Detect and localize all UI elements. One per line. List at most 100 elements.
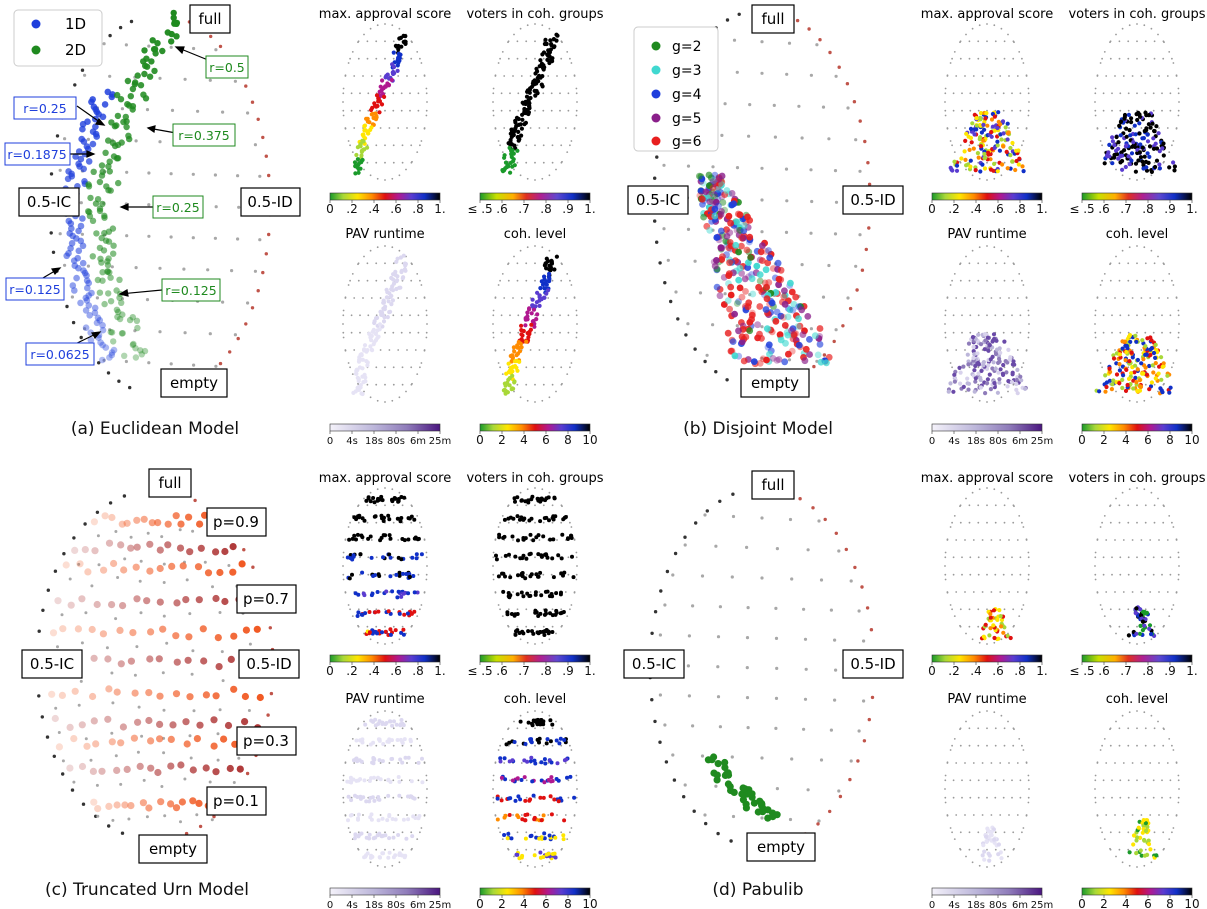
- grid-point: [140, 734, 144, 738]
- colorbar-tick-label: 80s: [387, 436, 405, 447]
- mini-grid-point: [1127, 92, 1130, 95]
- mini-grid-point: [500, 92, 503, 95]
- ic-edge-point: [106, 371, 111, 375]
- mini-data-point: [1141, 136, 1146, 141]
- urn-point: [202, 764, 210, 772]
- mini-data-point: [503, 553, 508, 558]
- 2d-point: [141, 47, 148, 54]
- mini-grid-point: [367, 573, 370, 576]
- mini-data-point: [367, 836, 372, 841]
- mini-grid-point: [1111, 109, 1113, 112]
- mini-grid-point: [1003, 40, 1006, 43]
- mini-data-point: [512, 740, 517, 744]
- disjoint-point: [772, 317, 780, 325]
- mini-data-point: [372, 798, 377, 803]
- mini-data-point: [1102, 161, 1107, 166]
- mini-data-point: [394, 572, 399, 577]
- disjoint-point: [766, 254, 774, 261]
- mini-data-point: [1120, 385, 1125, 391]
- grid-point: [233, 79, 237, 83]
- mini-grid-point: [1027, 331, 1030, 334]
- mini-edge-point: [342, 101, 344, 103]
- mini-edge-point: [1025, 296, 1028, 299]
- mini-edge-point: [416, 838, 419, 840]
- mini-edge-point: [1094, 323, 1096, 325]
- disjoint-point: [733, 218, 740, 226]
- mini-data-point: [539, 297, 544, 302]
- mini-edge-point: [953, 615, 956, 617]
- grid-point: [208, 780, 212, 784]
- urn-point: [156, 564, 164, 573]
- mini-edge-point: [1013, 263, 1015, 266]
- mini-edge-point: [1136, 179, 1138, 181]
- mini-data-point: [972, 368, 977, 373]
- mini-data-point: [411, 574, 416, 578]
- mini-grid-point: [1136, 92, 1138, 95]
- mini-data-point: [986, 363, 991, 368]
- mini-data-point: [354, 517, 359, 522]
- mini-grid-point: [375, 744, 378, 747]
- mini-data-point: [978, 342, 984, 347]
- mini-grid-point: [560, 279, 563, 282]
- mini-data-point: [1133, 132, 1138, 137]
- 1d-point: [83, 277, 91, 284]
- mini-data-point: [1123, 388, 1129, 393]
- mini-data-point: [967, 147, 972, 152]
- mini-data-point: [526, 335, 531, 340]
- mini-edge-point: [575, 801, 578, 804]
- mini-grid-point: [400, 109, 403, 112]
- mini-data-point: [972, 112, 977, 117]
- ic-edge-point: [108, 33, 112, 38]
- mini-grid-point: [379, 814, 382, 816]
- mini-grid-point: [401, 727, 404, 730]
- urn-point: [146, 540, 154, 548]
- grid-point: [188, 734, 192, 738]
- urn-point: [133, 595, 141, 603]
- colorbar-tick-label: .8: [1014, 202, 1025, 216]
- mini-plot-title: PAV runtime: [947, 227, 1026, 242]
- mini-data-point: [506, 361, 511, 366]
- mini-grid-point: [1102, 92, 1105, 95]
- mini-data-point: [510, 758, 515, 763]
- mini-data-point: [496, 574, 501, 579]
- mini-grid-point: [425, 109, 428, 112]
- mini-data-point: [411, 795, 415, 800]
- 1d-point: [79, 259, 87, 267]
- urn-point: [173, 658, 181, 666]
- urn-point: [185, 513, 193, 521]
- mini-data-point: [376, 775, 380, 780]
- mini-edge-point: [541, 711, 544, 714]
- mini-data-point: [393, 272, 398, 278]
- mini-data-point: [403, 853, 408, 858]
- disjoint-point: [816, 325, 824, 332]
- mini-data-point: [545, 589, 550, 594]
- mini-data-point: [412, 536, 417, 541]
- colorbar-tick-label: 4: [520, 897, 528, 909]
- mini-grid-point: [955, 591, 958, 593]
- 1d-point: [80, 138, 88, 145]
- mini-grid-point: [1016, 127, 1019, 129]
- mini-grid-point: [392, 383, 395, 386]
- mini-data-point: [512, 613, 517, 618]
- urn-point: [196, 721, 204, 729]
- mini-grid-point: [1144, 383, 1147, 386]
- mini-grid-point: [1019, 556, 1022, 559]
- mini-grid-point: [509, 109, 511, 112]
- mini-data-point: [372, 514, 377, 519]
- mini-grid-point: [353, 762, 356, 764]
- boxes-b: full 0.5-IC 0.5-ID empty: [627, 4, 904, 398]
- mini-data-point: [398, 519, 403, 524]
- colorbar-tick-label: 6m: [410, 900, 426, 909]
- mini-grid-point: [419, 366, 421, 369]
- mini-edge-point: [1128, 177, 1131, 180]
- disjoint-point: [757, 248, 765, 256]
- mini-edge-point: [978, 641, 981, 644]
- mini-grid-point: [392, 831, 395, 834]
- mini-grid-point: [1003, 383, 1006, 386]
- arrows-a: [35, 46, 209, 347]
- mini-data-point: [1154, 146, 1160, 151]
- mini-data-point: [1153, 164, 1158, 170]
- mini-plot-runtime: [944, 245, 1030, 403]
- mini-data-point: [1010, 140, 1015, 146]
- grid-point: [821, 105, 826, 109]
